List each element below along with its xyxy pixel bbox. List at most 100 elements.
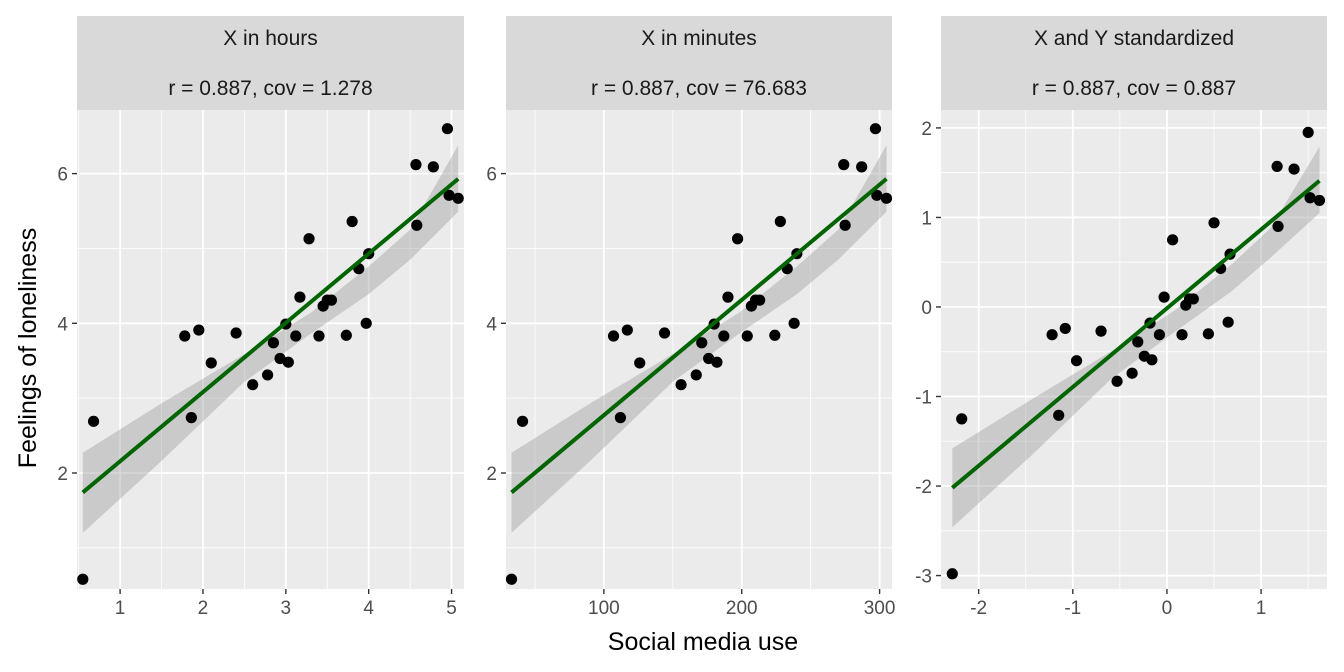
data-point bbox=[1095, 325, 1107, 337]
data-point bbox=[690, 369, 702, 381]
x-tick-label: -2 bbox=[970, 598, 987, 619]
data-point bbox=[1053, 409, 1065, 421]
data-point bbox=[1167, 234, 1179, 246]
facet-strip bbox=[77, 16, 464, 110]
data-point bbox=[658, 327, 671, 339]
data-point bbox=[1202, 328, 1214, 340]
data-point bbox=[741, 330, 753, 342]
regression-line bbox=[510, 177, 888, 494]
data-point bbox=[87, 415, 100, 427]
data-point bbox=[838, 159, 850, 171]
x-tick-label: 1 bbox=[115, 598, 126, 619]
data-point bbox=[1176, 329, 1188, 341]
data-point bbox=[410, 159, 422, 171]
data-point bbox=[340, 329, 352, 341]
facet-panel-hours: X in hours r = 0.887, cov = 1.278 1 2 3 4 5 2 4 6 bbox=[57, 16, 464, 619]
panel-background bbox=[941, 110, 1327, 589]
y-axis-title: Feelings of loneliness bbox=[14, 228, 42, 468]
y-tick-label: 6 bbox=[57, 165, 68, 186]
data-point bbox=[443, 189, 455, 201]
facet-title: X in minutes bbox=[641, 27, 757, 50]
data-point bbox=[769, 329, 781, 341]
y-tick-label: -2 bbox=[915, 477, 932, 498]
panel-background bbox=[77, 110, 464, 589]
data-point bbox=[754, 294, 766, 306]
x-tick-label: 0 bbox=[1162, 598, 1173, 619]
data-point bbox=[77, 573, 89, 585]
facet-strip bbox=[941, 16, 1327, 110]
data-point bbox=[1208, 217, 1220, 229]
data-point bbox=[1126, 367, 1138, 379]
data-point bbox=[505, 573, 518, 585]
data-point bbox=[1153, 329, 1166, 341]
data-point bbox=[675, 379, 687, 391]
data-point bbox=[427, 161, 439, 173]
data-point bbox=[360, 317, 372, 329]
x-tick-label: 200 bbox=[726, 598, 758, 619]
data-point bbox=[946, 568, 958, 580]
data-point bbox=[956, 413, 968, 425]
data-point bbox=[1111, 375, 1123, 387]
y-tick-label: -3 bbox=[915, 567, 932, 588]
data-point bbox=[1304, 192, 1316, 204]
data-point bbox=[1187, 293, 1199, 305]
data-point bbox=[1288, 163, 1300, 175]
data-point bbox=[1070, 355, 1083, 367]
x-tick-label: 5 bbox=[446, 598, 457, 619]
x-tick-label: 3 bbox=[281, 598, 292, 619]
data-point bbox=[722, 291, 734, 303]
data-point bbox=[1313, 194, 1326, 207]
data-point bbox=[621, 324, 633, 336]
data-point bbox=[179, 330, 191, 342]
data-point bbox=[516, 415, 529, 427]
data-point bbox=[267, 337, 280, 349]
data-point bbox=[607, 330, 620, 342]
data-point bbox=[774, 215, 786, 228]
regression-line bbox=[81, 177, 460, 494]
data-point bbox=[303, 233, 315, 245]
y-tick-label: 0 bbox=[921, 298, 932, 319]
y-tick-label: 2 bbox=[486, 464, 497, 485]
facet-stats: r = 0.887, cov = 1.278 bbox=[168, 77, 372, 100]
data-point bbox=[294, 291, 306, 303]
data-point bbox=[839, 219, 851, 231]
y-tick-label: -1 bbox=[915, 388, 932, 409]
data-point bbox=[261, 369, 274, 381]
data-point bbox=[1046, 329, 1058, 341]
data-point bbox=[614, 412, 627, 424]
data-point bbox=[1302, 126, 1314, 138]
data-point bbox=[185, 412, 197, 424]
facet-stats: r = 0.887, cov = 76.683 bbox=[591, 77, 807, 100]
data-point bbox=[205, 357, 217, 369]
y-tick-label: 6 bbox=[486, 165, 497, 186]
regression-line bbox=[951, 179, 1321, 490]
data-point bbox=[325, 294, 338, 306]
data-point bbox=[1132, 336, 1144, 348]
data-point bbox=[856, 161, 868, 173]
data-point bbox=[1158, 291, 1170, 303]
data-point bbox=[193, 324, 205, 336]
x-tick-label: -1 bbox=[1064, 598, 1081, 619]
x-axis-title: Social media use bbox=[608, 628, 798, 656]
x-tick-label: 300 bbox=[864, 598, 896, 619]
facet-strip bbox=[506, 16, 892, 110]
data-point bbox=[247, 379, 259, 391]
y-tick-label: 2 bbox=[57, 464, 68, 485]
data-point bbox=[1059, 322, 1071, 335]
data-point bbox=[634, 357, 646, 369]
y-tick-label: 2 bbox=[921, 119, 932, 140]
data-point bbox=[1222, 316, 1234, 328]
data-point bbox=[346, 215, 358, 228]
data-point bbox=[788, 317, 800, 329]
facet-title: X in hours bbox=[223, 27, 318, 50]
data-point bbox=[282, 356, 294, 368]
data-point bbox=[711, 356, 723, 368]
facet-title: X and Y standardized bbox=[1034, 27, 1234, 50]
x-tick-label: 4 bbox=[363, 598, 374, 619]
y-tick-label: 1 bbox=[921, 208, 932, 229]
data-point bbox=[411, 219, 423, 231]
facet-panel-minutes: X in minutes r = 0.887, cov = 76.683 100 20… bbox=[486, 16, 895, 619]
data-point bbox=[880, 192, 893, 204]
x-tick-label: 2 bbox=[198, 598, 209, 619]
